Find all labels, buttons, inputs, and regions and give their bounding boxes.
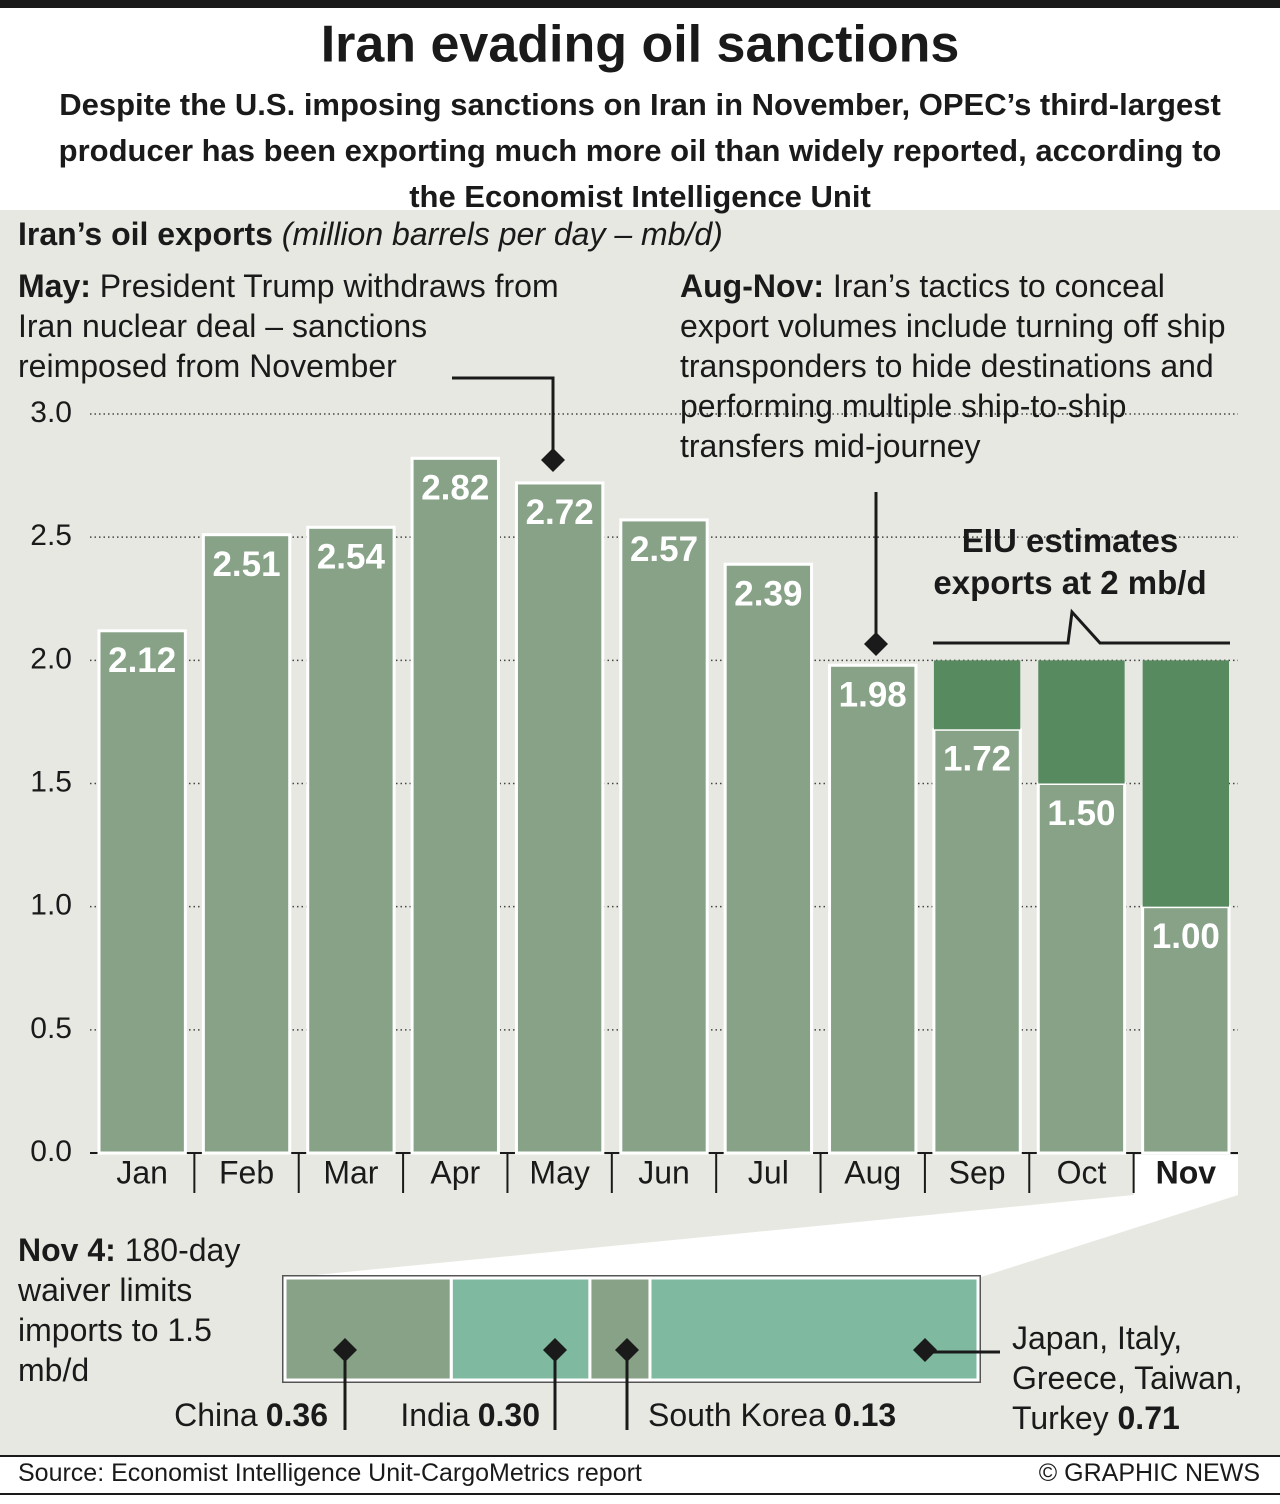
segment-label: Japan, Italy, Greece, Taiwan, Turkey 0.7… [1012,1318,1278,1438]
segment-value: 0.30 [478,1397,540,1433]
bracket [933,608,1230,645]
x-tick-label: Oct [1057,1154,1107,1190]
segment-value: 0.36 [266,1397,328,1433]
y-tick-label: 0.5 [30,1012,72,1045]
units: (million barrels per day – mb/d) [281,216,723,252]
y-tick-label: 0.0 [30,1135,72,1168]
x-tick-label: Aug [844,1154,901,1190]
segment [588,1276,652,1382]
chart-label: Iran’s oil exports (million barrels per … [18,214,723,254]
bar [410,456,500,1155]
breakdown-title: Nov 4: [18,1232,116,1268]
callout-diamond [541,448,565,472]
value-label: 1.98 [839,676,907,715]
annotation-label: Aug-Nov: [680,268,824,304]
value-label: 1.50 [1047,794,1115,833]
segment-name: China [174,1397,258,1433]
value-label: 2.72 [526,493,594,532]
y-tick-label: 2.5 [30,519,72,552]
x-tick-label: Feb [219,1154,274,1190]
annotation-text: President Trump withdraws from Iran nucl… [18,268,559,384]
y-tick-label: 2.0 [30,642,72,675]
annotation-label: May: [18,268,91,304]
bar [514,481,605,1155]
segment [449,1276,592,1382]
zoom-link [285,1195,1238,1278]
value-label: 1.00 [1152,917,1220,956]
x-tick-label: Jan [116,1154,168,1190]
callout-diamond [864,632,888,656]
bar [306,525,396,1155]
estimate-bar [933,660,1021,730]
annotation: Aug-Nov: Iran’s tactics to conceal expor… [680,266,1240,466]
segment-name: Japan, Italy, Greece, Taiwan, Turkey [1012,1320,1243,1436]
segment-label: India 0.30 [400,1397,540,1433]
value-label: 2.39 [734,575,802,614]
value-label: 2.51 [212,545,280,584]
credit: © GRAPHIC NEWS [1038,1459,1260,1487]
title: Iran evading oil sanctions [321,16,960,74]
y-tick-label: 3.0 [30,396,72,429]
x-tick-label: Jun [638,1154,690,1190]
leader-diamond [615,1338,639,1362]
highlight-box [1133,1155,1238,1195]
x-tick-label: Nov [1156,1154,1217,1190]
subtitle: Despite the U.S. imposing sanctions on I… [58,87,1222,214]
bar [932,727,1022,1155]
bar [97,629,187,1155]
x-tick-label: Jul [748,1154,789,1190]
x-tick-label: Apr [430,1154,480,1190]
value-label: 2.57 [630,530,698,569]
segment-label: China 0.36 [174,1397,328,1433]
y-tick-label: 1.0 [30,889,72,922]
value-label: 1.72 [943,740,1011,779]
leader-diamond [543,1338,567,1362]
bar [1141,905,1231,1155]
bar [828,663,918,1155]
annotation: May: President Trump withdraws from Iran… [18,266,578,386]
segment-name: India [400,1397,470,1433]
bar [1036,782,1127,1155]
bar [723,562,814,1155]
callout-line [452,376,555,452]
segment-value: 0.71 [1117,1400,1180,1436]
segment-value: 0.13 [834,1397,896,1433]
value-label: 2.82 [421,469,489,508]
leader-diamond [333,1338,357,1362]
segment [283,1276,453,1382]
bar [201,533,292,1155]
segment-label: South Korea 0.13 [648,1397,896,1433]
y-tick-label: 1.5 [30,765,72,798]
leader-diamond [913,1338,937,1362]
breakdown-note: Nov 4: 180-day waiver limits imports to … [18,1230,288,1390]
bar [619,518,709,1155]
value-label: 2.12 [108,641,176,680]
chart-title: Iran’s oil exports [18,216,273,252]
segment [648,1276,980,1382]
x-tick-label: Mar [323,1154,378,1190]
x-tick-label: May [529,1154,589,1190]
top-rule [0,0,1280,8]
annotation-text: Iran’s tactics to conceal export volumes… [680,268,1226,464]
x-tick-label: Sep [949,1154,1006,1190]
annotation: EIU estimates exports at 2 mb/d [933,522,1207,601]
breakdown-subtitle: 180-day waiver limits imports to 1.5 mb/… [18,1232,241,1388]
estimate-bar [1142,660,1229,907]
value-label: 2.54 [317,538,386,577]
segment-name: South Korea [648,1397,826,1433]
estimate-bar [1038,660,1125,784]
source: Source: Economist Intelligence Unit-Carg… [18,1459,642,1487]
